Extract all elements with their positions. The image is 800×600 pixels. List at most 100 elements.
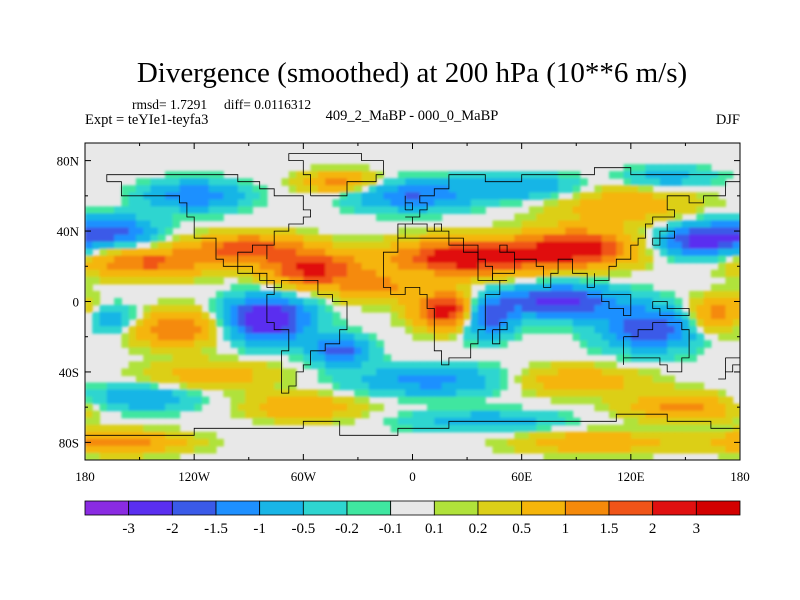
- divergence-cell: [325, 361, 334, 370]
- divergence-cell: [572, 312, 581, 320]
- divergence-cell: [492, 445, 501, 454]
- divergence-cell: [274, 347, 283, 355]
- divergence-cell: [659, 396, 668, 405]
- divergence-cell: [397, 262, 406, 271]
- divergence-cell: [514, 283, 523, 292]
- divergence-cell: [514, 185, 523, 193]
- divergence-cell: [659, 382, 668, 391]
- divergence-cell: [92, 445, 101, 454]
- divergence-cell: [92, 410, 101, 419]
- divergence-cell: [572, 368, 581, 377]
- divergence-cell: [128, 305, 137, 313]
- divergence-cell: [259, 297, 268, 306]
- divergence-cell: [186, 326, 195, 334]
- divergence-cell: [609, 234, 617, 243]
- divergence-cell: [85, 382, 93, 391]
- divergence-cell: [601, 438, 610, 447]
- divergence-cell: [332, 269, 341, 278]
- divergence-cell: [499, 445, 508, 454]
- divergence-cell: [368, 192, 377, 200]
- divergence-cell: [114, 445, 122, 454]
- divergence-cell: [667, 403, 676, 412]
- divergence-cell: [347, 206, 355, 215]
- divergence-cell: [347, 185, 355, 193]
- divergence-cell: [572, 431, 581, 440]
- divergence-cell: [179, 389, 188, 398]
- divergence-cell: [456, 410, 465, 419]
- divergence-cell: [448, 227, 457, 236]
- divergence-cell: [601, 347, 610, 355]
- divergence-cell: [514, 248, 523, 257]
- divergence-cell: [492, 375, 501, 384]
- divergence-cell: [405, 382, 414, 391]
- divergence-cell: [587, 375, 596, 384]
- divergence-cell: [325, 283, 334, 292]
- divergence-cell: [201, 192, 210, 200]
- divergence-cell: [165, 185, 173, 193]
- divergence-cell: [492, 199, 501, 207]
- divergence-cell: [368, 283, 377, 292]
- divergence-cell: [368, 347, 377, 355]
- divergence-cell: [208, 445, 217, 454]
- divergence-cell: [463, 297, 472, 306]
- divergence-cell: [303, 227, 312, 236]
- divergence-cell: [478, 375, 486, 384]
- colorbar-label: 2: [649, 521, 657, 537]
- divergence-cell: [703, 164, 712, 172]
- divergence-cell: [347, 255, 355, 264]
- divergence-cell: [434, 290, 443, 299]
- divergence-cell: [550, 248, 559, 257]
- divergence-cell: [172, 368, 181, 377]
- divergence-cell: [456, 262, 465, 271]
- divergence-cell: [579, 438, 588, 447]
- divergence-cell: [478, 234, 486, 243]
- divergence-cell: [208, 431, 217, 440]
- divergence-cell: [456, 382, 465, 391]
- divergence-cell: [623, 452, 632, 460]
- divergence-cell: [157, 241, 166, 250]
- divergence-cell: [143, 305, 152, 313]
- divergence-cell: [303, 305, 312, 313]
- divergence-cell: [121, 445, 130, 454]
- divergence-cell: [448, 276, 457, 285]
- divergence-cell: [565, 319, 574, 327]
- divergence-cell: [325, 319, 334, 327]
- divergence-cell: [201, 227, 210, 236]
- divergence-cell: [616, 199, 625, 207]
- divergence-cell: [616, 319, 625, 327]
- divergence-cell: [397, 375, 406, 384]
- divergence-cell: [710, 417, 719, 426]
- divergence-cell: [463, 305, 472, 313]
- divergence-cell: [157, 368, 166, 377]
- divergence-cell: [558, 290, 566, 299]
- divergence-cell: [470, 368, 479, 377]
- divergence-cell: [725, 220, 734, 229]
- divergence-cell: [703, 234, 712, 243]
- divergence-cell: [623, 319, 632, 327]
- divergence-cell: [114, 297, 122, 306]
- divergence-cell: [223, 354, 232, 362]
- divergence-cell: [419, 368, 428, 377]
- divergence-cell: [536, 178, 545, 186]
- divergence-cell: [652, 438, 661, 447]
- divergence-cell: [165, 178, 173, 186]
- divergence-cell: [558, 319, 566, 327]
- divergence-cell: [390, 305, 399, 313]
- colorbar-label: -3: [122, 521, 135, 537]
- divergence-cell: [594, 199, 603, 207]
- divergence-cell: [179, 276, 188, 285]
- divergence-cell: [252, 326, 261, 334]
- divergence-cell: [441, 326, 450, 334]
- divergence-cell: [710, 319, 719, 327]
- divergence-cell: [572, 290, 581, 299]
- divergence-cell: [347, 297, 355, 306]
- divergence-cell: [223, 255, 232, 264]
- divergence-cell: [208, 333, 217, 341]
- divergence-cell: [194, 319, 203, 327]
- divergence-cell: [135, 319, 144, 327]
- divergence-cell: [201, 262, 210, 271]
- divergence-cell: [128, 340, 137, 348]
- divergence-cell: [245, 382, 253, 391]
- divergence-cell: [689, 396, 697, 405]
- divergence-cell: [339, 185, 348, 193]
